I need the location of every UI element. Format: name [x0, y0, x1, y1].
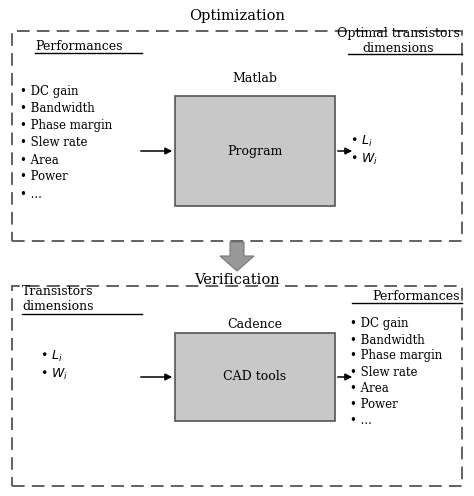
Text: Performances: Performances	[373, 290, 460, 303]
Bar	[12, 286, 462, 486]
Text: • DC gain: • DC gain	[20, 85, 79, 99]
Text: • Bandwidth: • Bandwidth	[350, 333, 425, 347]
Text: Optimal transistors
dimensions: Optimal transistors dimensions	[337, 27, 460, 55]
Bar	[12, 31, 462, 241]
Text: CAD tools: CAD tools	[223, 371, 287, 383]
Text: Optimization: Optimization	[189, 9, 285, 23]
Text: • $L_i$: • $L_i$	[350, 133, 373, 148]
Text: Performances: Performances	[35, 40, 122, 53]
Text: • $W_i$: • $W_i$	[350, 151, 378, 167]
Text: • Bandwidth: • Bandwidth	[20, 103, 95, 116]
Text: • Power: • Power	[20, 171, 68, 184]
Text: • Phase margin: • Phase margin	[20, 120, 112, 132]
Bar	[175, 96, 335, 206]
Text: • $W_i$: • $W_i$	[40, 367, 68, 381]
Text: • ...: • ...	[350, 414, 372, 427]
Text: Verification: Verification	[194, 273, 280, 287]
Text: • Slew rate: • Slew rate	[20, 136, 88, 149]
Polygon shape	[220, 242, 254, 271]
Text: • Power: • Power	[350, 397, 398, 411]
Bar	[175, 333, 335, 421]
Text: • Phase margin: • Phase margin	[350, 350, 442, 363]
Text: • $L_i$: • $L_i$	[40, 349, 63, 364]
Text: • Area: • Area	[350, 381, 389, 394]
Text: • DC gain: • DC gain	[350, 317, 409, 330]
Text: Program: Program	[228, 144, 283, 158]
Text: • Area: • Area	[20, 153, 59, 167]
Text: • Slew rate: • Slew rate	[350, 366, 418, 378]
Text: Matlab: Matlab	[233, 71, 277, 84]
Text: • ...: • ...	[20, 187, 42, 200]
Text: Transistors
dimensions: Transistors dimensions	[22, 285, 93, 313]
Text: Cadence: Cadence	[228, 317, 283, 330]
